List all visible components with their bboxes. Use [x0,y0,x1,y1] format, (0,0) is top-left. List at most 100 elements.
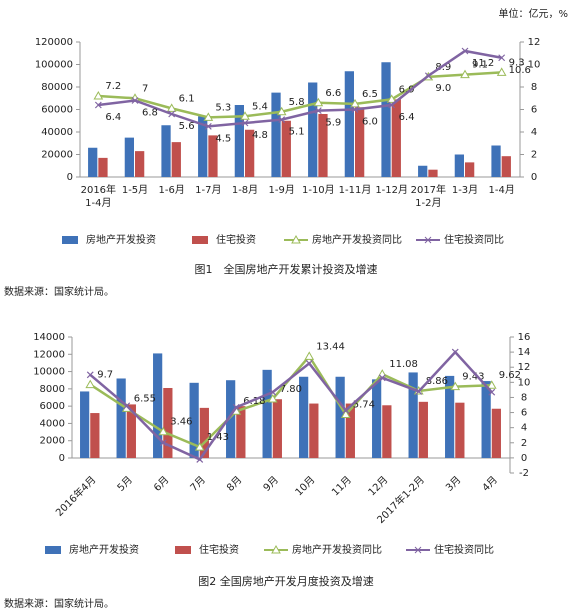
bar [271,92,281,177]
bar [245,129,255,177]
legend-swatch [192,236,208,244]
bar [382,405,392,458]
bar [171,142,181,177]
marker [424,72,432,80]
data-label: 5.8 [289,97,305,108]
marker [304,351,315,360]
y-tick-label: 0 [59,453,65,464]
marker [159,439,167,447]
marker [377,369,388,378]
y2-tick-label: 12 [518,362,531,373]
marker [461,47,469,55]
x-tick-label-line: 1-2月 [415,197,441,209]
y-tick-label: 40000 [41,127,73,138]
y2-tick-label: 6 [531,105,537,116]
x-tick-label: 1-11月 [339,184,372,196]
y-tick-label: 10000 [33,367,65,378]
bar [234,105,244,177]
bar [90,413,100,458]
data-label: 5.1 [289,127,305,138]
source-note: 数据来源：国家统计局。 [4,285,114,298]
data-label: 6.9 [399,84,415,95]
marker [305,360,313,367]
bar [501,156,511,177]
bar [116,378,126,458]
data-label: 6.4 [105,112,121,123]
data-label: 4.5 [215,133,231,144]
legend-swatch [62,236,78,244]
marker [85,379,96,389]
data-label: 13.44 [316,341,345,352]
data-label: 8.9 [435,62,451,73]
y2-tick-label: 4 [521,423,527,434]
data-label: 6.0 [362,117,378,128]
legend-label: 房地产开发投资同比 [312,233,402,246]
bar [355,107,365,177]
marker [451,348,459,356]
legend-label: 房地产开发投资 [69,543,139,556]
data-label: 11.2 [472,58,494,69]
marker [267,393,278,403]
y2-tick-label: 0 [521,453,527,464]
bar [98,157,108,177]
marker [86,371,94,379]
x-tick-label: 1-6月 [158,184,184,196]
bar [161,125,171,177]
marker [496,67,507,76]
y-tick-label: 20000 [41,150,73,161]
bar [418,401,428,458]
data-label: 11.08 [389,359,418,370]
legend-marker [414,546,422,554]
x-tick-label: 2016年4月 [53,473,99,519]
bar [408,372,418,458]
y2-tick-label: 0 [531,172,537,183]
marker [460,69,470,79]
bar [454,154,464,177]
marker [166,103,177,112]
bar [455,402,465,458]
data-label: 6.18 [243,396,265,407]
x-tick-label: 3月 [443,474,463,494]
bar [153,353,163,458]
y-tick-label: 12000 [33,349,65,360]
bar [88,147,98,177]
y-tick-label: 2000 [40,436,65,447]
x-tick-label: 1-8月 [232,184,258,196]
bar [491,145,501,177]
marker [386,94,397,103]
data-label: 5.6 [179,121,195,132]
data-label: 9.0 [435,83,451,94]
bar [445,375,455,458]
data-label: 7.2 [105,81,121,92]
marker [378,374,386,382]
marker [232,403,240,411]
x-tick-label: 4月 [480,474,500,494]
y2-tick-label: 14 [518,347,531,358]
x-tick-label: 2016年 1-4月 [81,183,116,209]
bar [465,162,475,177]
marker [488,388,496,396]
y-tick-label: 60000 [41,105,73,116]
marker [123,402,131,410]
x-tick-label: 7月 [188,474,208,494]
bar [345,403,355,458]
marker [241,119,249,127]
marker [314,107,322,115]
data-label: 6.6 [325,88,341,99]
legend-marker [271,544,281,554]
marker [94,101,102,109]
bar [309,403,319,458]
y2-tick-label: 2 [521,438,527,449]
bar [481,381,491,458]
data-label: 6.55 [134,393,156,404]
bar [226,380,236,458]
legend-marker [291,234,301,244]
x-tick-label: 10月 [293,474,318,499]
marker [158,426,169,436]
marker [486,380,497,389]
data-label: 1.43 [207,432,229,443]
data-label: 5.9 [325,118,341,129]
legend-swatch [45,546,61,554]
data-label: 6.5 [362,89,378,100]
y2-tick-label: 8 [531,82,537,93]
